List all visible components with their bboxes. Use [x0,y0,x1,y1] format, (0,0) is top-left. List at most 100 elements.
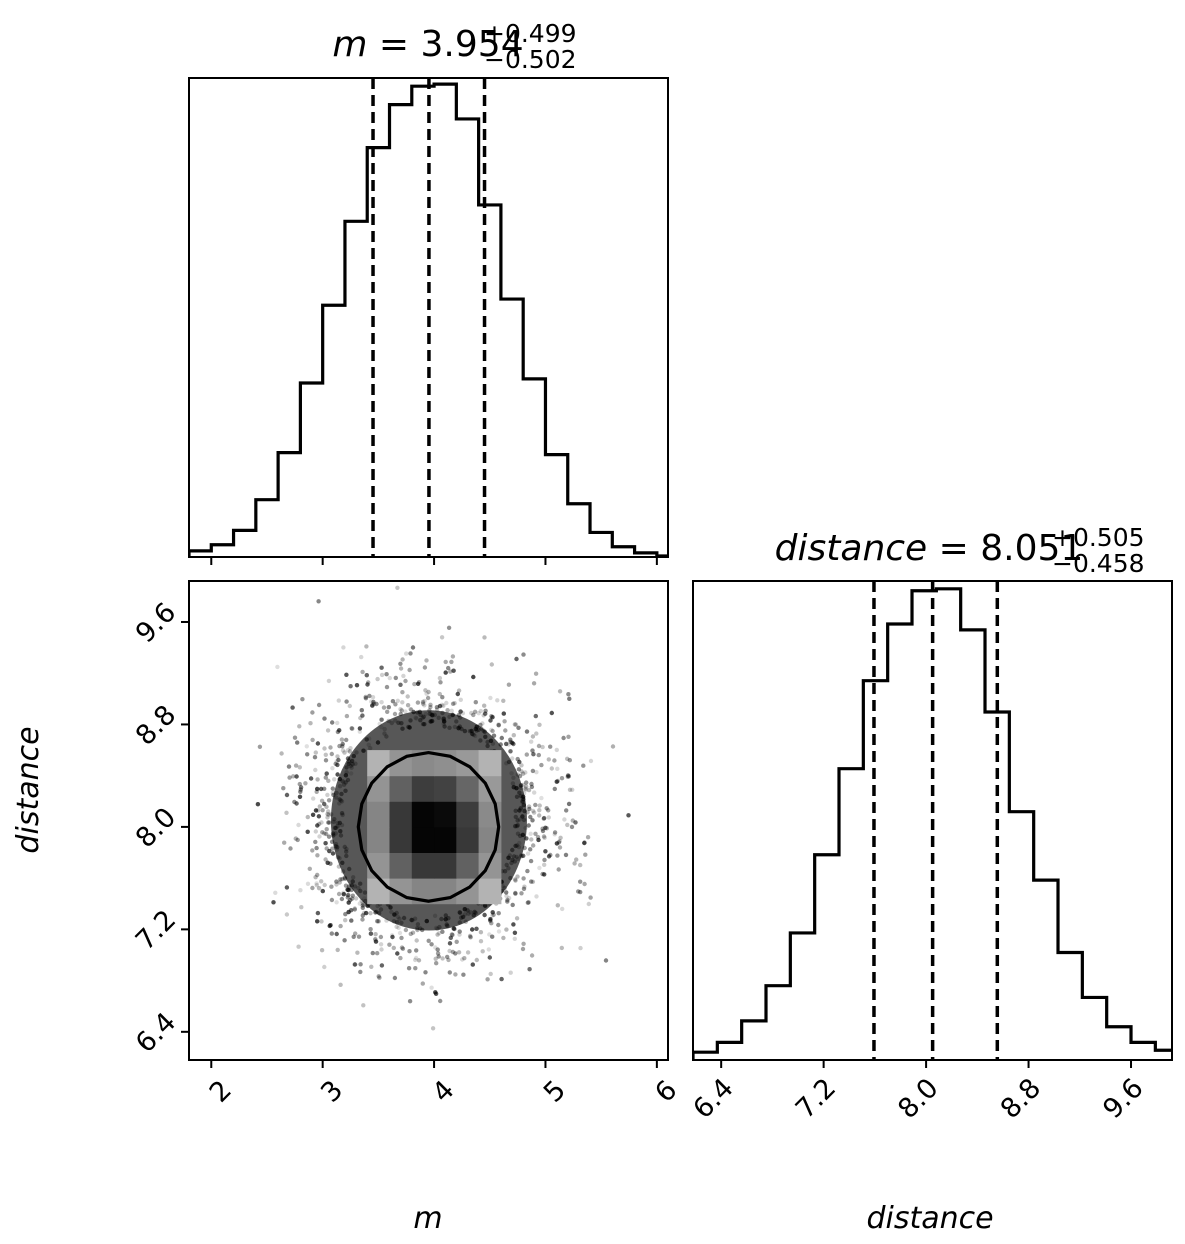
scatter-point [379,665,384,670]
scatter-point [359,708,364,713]
scatter-point [521,794,526,799]
scatter-point [524,784,529,789]
scatter-point [488,738,494,743]
scatter-point [351,753,356,759]
scatter-point [398,711,403,717]
scatter-point [345,887,350,892]
scatter-point [330,831,336,836]
scatter-point [513,824,518,829]
scatter-point [479,726,484,731]
scatter-point [436,954,441,959]
scatter-point [512,930,518,935]
scatter-point [506,759,512,765]
scatter-point [335,947,340,953]
scatter-point [414,716,419,721]
scatter-point [582,881,587,887]
scatter-point [405,694,410,699]
scatter-point [481,713,486,718]
scatter-point [368,927,373,932]
scatter-point [526,823,531,828]
scatter-point [340,741,345,747]
scatter-point [392,711,398,717]
scatter-point [407,999,413,1004]
scatter-point [491,912,496,917]
scatter-point [411,709,416,715]
scatter-point [504,741,509,747]
scatter-point [342,750,347,755]
scatter-point [443,913,448,918]
scatter-point [488,695,493,701]
scatter-point [323,758,329,763]
scatter-point [524,729,530,734]
scatter-point [335,762,340,768]
scatter-point [586,901,591,907]
scatter-point [578,879,583,884]
scatter-point [348,746,353,751]
scatter-point [430,1026,436,1031]
scatter-point [469,728,474,734]
scatter-point [496,922,501,928]
scatter-point [449,659,454,665]
scatter-point [460,957,465,962]
scatter-point [570,818,575,823]
scatter-point [469,728,474,734]
scatter-point [324,831,329,837]
scatter-point [271,900,276,905]
scatter-point [490,934,495,939]
scatter-point [566,692,571,697]
scatter-point [314,789,319,794]
scatter-point [465,908,470,913]
scatter-point [469,710,474,716]
scatter-point [337,743,342,749]
scatter-point [626,813,631,818]
scatter-point [326,820,331,825]
scatter-point [515,856,521,861]
scatter-point [298,888,303,893]
scatter-point [338,833,344,838]
scatter-point [326,778,331,783]
scatter-point [441,716,446,721]
scatter-point [462,907,467,912]
scatter-point [466,911,471,916]
scatter-point [393,718,398,723]
scatter-point [513,814,518,820]
scatter-point [526,804,532,809]
scatter-point [337,728,342,733]
scatter-point [470,962,475,967]
scatter-point [603,958,609,963]
scatter-point [310,710,315,715]
scatter-point [346,884,352,889]
scatter-point [530,748,535,753]
scatter-point [343,883,349,888]
scatter-point [382,731,387,736]
scatter-point [407,667,412,673]
scatter-point [454,939,459,944]
scatter-point [336,864,342,869]
scatter-point [348,684,353,689]
scatter-point [360,905,365,910]
scatter-point [343,780,348,785]
scatter-point [284,792,290,798]
scatter-point [298,785,304,790]
scatter-point [499,976,504,982]
scatter-point [524,729,530,734]
scatter-point [496,722,501,727]
scatter-point [527,967,532,972]
scatter-point [490,910,495,915]
scatter-point [462,912,468,917]
scatter-point [555,853,560,858]
scatter-point [363,694,368,700]
scatter-point [319,879,324,884]
scatter-point [491,733,497,738]
scatter-point [395,585,400,590]
scatter-point [529,837,534,842]
scatter-point [458,715,463,720]
scatter-point [332,777,337,782]
scatter-point [347,866,352,872]
scatter-point [358,969,363,975]
scatter-point [376,974,381,979]
scatter-point [447,725,452,730]
scatter-point [555,903,560,908]
scatter-point [340,741,345,747]
scatter-point [456,688,462,693]
